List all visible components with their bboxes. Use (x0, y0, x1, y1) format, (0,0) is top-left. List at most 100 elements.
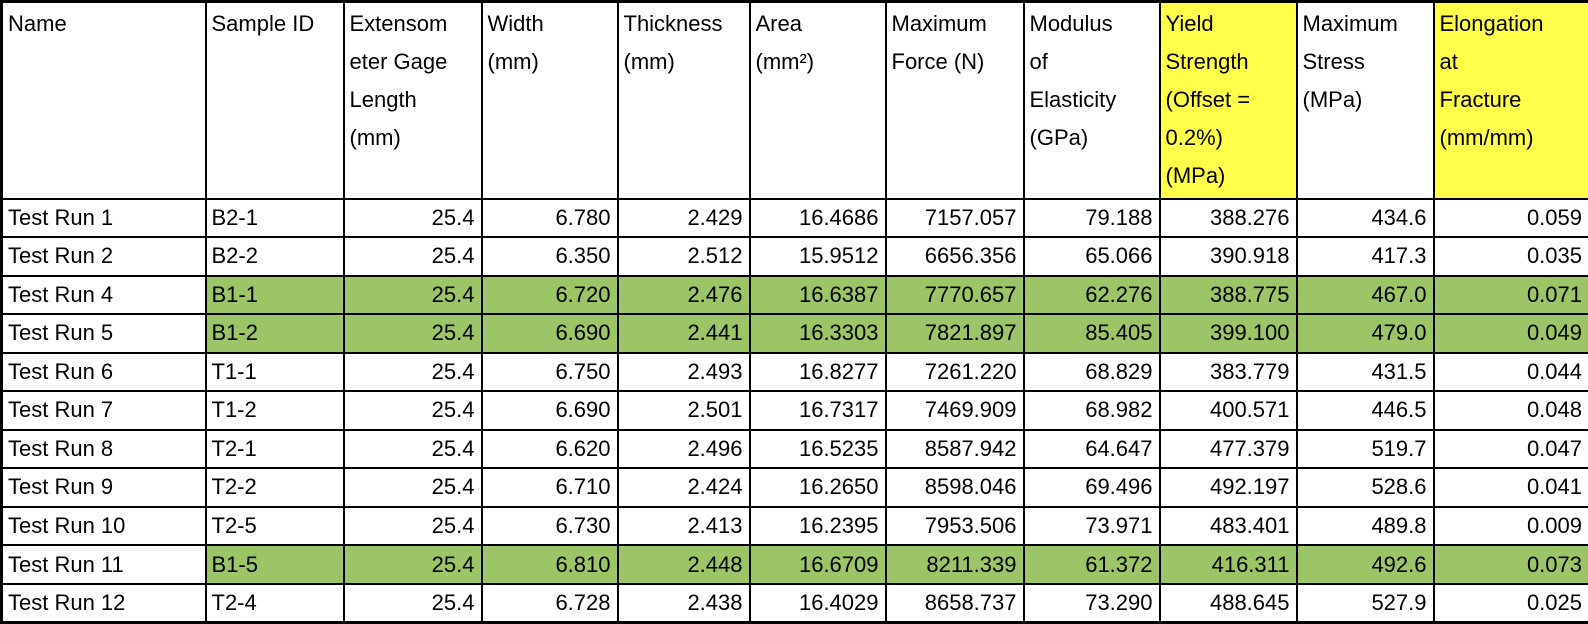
cell-yield-strength[interactable]: 399.100 (1158, 313, 1298, 354)
cell-name[interactable]: Test Run 9 (0, 467, 207, 508)
cell-extensometer-gage-length[interactable]: 25.4 (342, 313, 483, 354)
cell-name[interactable]: Test Run 1 (0, 197, 207, 239)
cell-maximum-force[interactable]: 7953.506 (884, 505, 1025, 547)
cell-maximum-force[interactable]: 8211.339 (884, 544, 1025, 585)
cell-modulus-of-elasticity[interactable]: 85.405 (1022, 313, 1161, 354)
cell-sample-id[interactable]: T2-4 (204, 582, 345, 624)
cell-maximum-stress[interactable]: 431.5 (1295, 351, 1435, 393)
cell-sample-id[interactable]: B2-1 (204, 197, 345, 239)
cell-extensometer-gage-length[interactable]: 25.4 (342, 274, 483, 316)
cell-area[interactable]: 16.2395 (748, 505, 887, 547)
cell-sample-id[interactable]: T1-2 (204, 390, 345, 431)
cell-elongation-at-fracture[interactable]: 0.059 (1432, 197, 1588, 239)
cell-area[interactable]: 15.9512 (748, 236, 887, 277)
cell-maximum-stress[interactable]: 489.8 (1295, 505, 1435, 547)
cell-maximum-stress[interactable]: 519.7 (1295, 428, 1435, 470)
cell-modulus-of-elasticity[interactable]: 61.372 (1022, 544, 1161, 585)
cell-maximum-force[interactable]: 8598.046 (884, 467, 1025, 508)
cell-thickness[interactable]: 2.501 (616, 390, 751, 431)
cell-sample-id[interactable]: T2-2 (204, 467, 345, 508)
column-header-modulus-of-elasticity[interactable]: Modulus of Elasticity (GPa) (1022, 0, 1161, 200)
cell-extensometer-gage-length[interactable]: 25.4 (342, 428, 483, 470)
cell-yield-strength[interactable]: 390.918 (1158, 236, 1298, 277)
cell-extensometer-gage-length[interactable]: 25.4 (342, 197, 483, 239)
cell-elongation-at-fracture[interactable]: 0.009 (1432, 505, 1588, 547)
cell-width[interactable]: 6.350 (480, 236, 619, 277)
column-header-sample-id[interactable]: Sample ID (204, 0, 345, 200)
column-header-width[interactable]: Width (mm) (480, 0, 619, 200)
cell-thickness[interactable]: 2.413 (616, 505, 751, 547)
cell-width[interactable]: 6.728 (480, 582, 619, 624)
cell-width[interactable]: 6.620 (480, 428, 619, 470)
cell-name[interactable]: Test Run 2 (0, 236, 207, 277)
cell-thickness[interactable]: 2.496 (616, 428, 751, 470)
cell-name[interactable]: Test Run 10 (0, 505, 207, 547)
cell-extensometer-gage-length[interactable]: 25.4 (342, 505, 483, 547)
cell-sample-id[interactable]: T1-1 (204, 351, 345, 393)
cell-maximum-force[interactable]: 7770.657 (884, 274, 1025, 316)
cell-area[interactable]: 16.3303 (748, 313, 887, 354)
cell-maximum-stress[interactable]: 527.9 (1295, 582, 1435, 624)
cell-name[interactable]: Test Run 11 (0, 544, 207, 585)
cell-area[interactable]: 16.8277 (748, 351, 887, 393)
cell-yield-strength[interactable]: 416.311 (1158, 544, 1298, 585)
cell-maximum-force[interactable]: 6656.356 (884, 236, 1025, 277)
cell-width[interactable]: 6.810 (480, 544, 619, 585)
column-header-name[interactable]: Name (0, 0, 207, 200)
cell-elongation-at-fracture[interactable]: 0.049 (1432, 313, 1588, 354)
cell-maximum-force[interactable]: 8587.942 (884, 428, 1025, 470)
cell-name[interactable]: Test Run 12 (0, 582, 207, 624)
column-header-extensometer-gage-length[interactable]: Extensom eter Gage Length (mm) (342, 0, 483, 200)
cell-maximum-force[interactable]: 7261.220 (884, 351, 1025, 393)
cell-area[interactable]: 16.4029 (748, 582, 887, 624)
cell-maximum-force[interactable]: 7821.897 (884, 313, 1025, 354)
cell-modulus-of-elasticity[interactable]: 68.829 (1022, 351, 1161, 393)
column-header-maximum-stress[interactable]: Maximum Stress (MPa) (1295, 0, 1435, 200)
cell-area[interactable]: 16.6709 (748, 544, 887, 585)
cell-width[interactable]: 6.720 (480, 274, 619, 316)
cell-yield-strength[interactable]: 483.401 (1158, 505, 1298, 547)
cell-width[interactable]: 6.710 (480, 467, 619, 508)
cell-area[interactable]: 16.5235 (748, 428, 887, 470)
cell-width[interactable]: 6.690 (480, 313, 619, 354)
cell-modulus-of-elasticity[interactable]: 73.971 (1022, 505, 1161, 547)
cell-area[interactable]: 16.7317 (748, 390, 887, 431)
cell-name[interactable]: Test Run 8 (0, 428, 207, 470)
cell-thickness[interactable]: 2.512 (616, 236, 751, 277)
cell-width[interactable]: 6.690 (480, 390, 619, 431)
cell-thickness[interactable]: 2.441 (616, 313, 751, 354)
cell-name[interactable]: Test Run 4 (0, 274, 207, 316)
cell-name[interactable]: Test Run 7 (0, 390, 207, 431)
cell-modulus-of-elasticity[interactable]: 68.982 (1022, 390, 1161, 431)
cell-area[interactable]: 16.2650 (748, 467, 887, 508)
cell-elongation-at-fracture[interactable]: 0.071 (1432, 274, 1588, 316)
cell-yield-strength[interactable]: 492.197 (1158, 467, 1298, 508)
cell-extensometer-gage-length[interactable]: 25.4 (342, 467, 483, 508)
cell-elongation-at-fracture[interactable]: 0.073 (1432, 544, 1588, 585)
cell-sample-id[interactable]: B2-2 (204, 236, 345, 277)
cell-thickness[interactable]: 2.493 (616, 351, 751, 393)
cell-name[interactable]: Test Run 5 (0, 313, 207, 354)
cell-thickness[interactable]: 2.476 (616, 274, 751, 316)
cell-maximum-stress[interactable]: 446.5 (1295, 390, 1435, 431)
cell-maximum-stress[interactable]: 417.3 (1295, 236, 1435, 277)
cell-modulus-of-elasticity[interactable]: 62.276 (1022, 274, 1161, 316)
cell-sample-id[interactable]: B1-1 (204, 274, 345, 316)
cell-area[interactable]: 16.4686 (748, 197, 887, 239)
cell-elongation-at-fracture[interactable]: 0.041 (1432, 467, 1588, 508)
cell-extensometer-gage-length[interactable]: 25.4 (342, 351, 483, 393)
cell-maximum-stress[interactable]: 492.6 (1295, 544, 1435, 585)
cell-maximum-stress[interactable]: 479.0 (1295, 313, 1435, 354)
cell-width[interactable]: 6.730 (480, 505, 619, 547)
cell-maximum-force[interactable]: 7157.057 (884, 197, 1025, 239)
cell-name[interactable]: Test Run 6 (0, 351, 207, 393)
cell-thickness[interactable]: 2.429 (616, 197, 751, 239)
cell-maximum-stress[interactable]: 528.6 (1295, 467, 1435, 508)
cell-thickness[interactable]: 2.424 (616, 467, 751, 508)
cell-sample-id[interactable]: B1-5 (204, 544, 345, 585)
cell-thickness[interactable]: 2.438 (616, 582, 751, 624)
cell-maximum-stress[interactable]: 467.0 (1295, 274, 1435, 316)
cell-extensometer-gage-length[interactable]: 25.4 (342, 544, 483, 585)
cell-modulus-of-elasticity[interactable]: 64.647 (1022, 428, 1161, 470)
cell-sample-id[interactable]: B1-2 (204, 313, 345, 354)
